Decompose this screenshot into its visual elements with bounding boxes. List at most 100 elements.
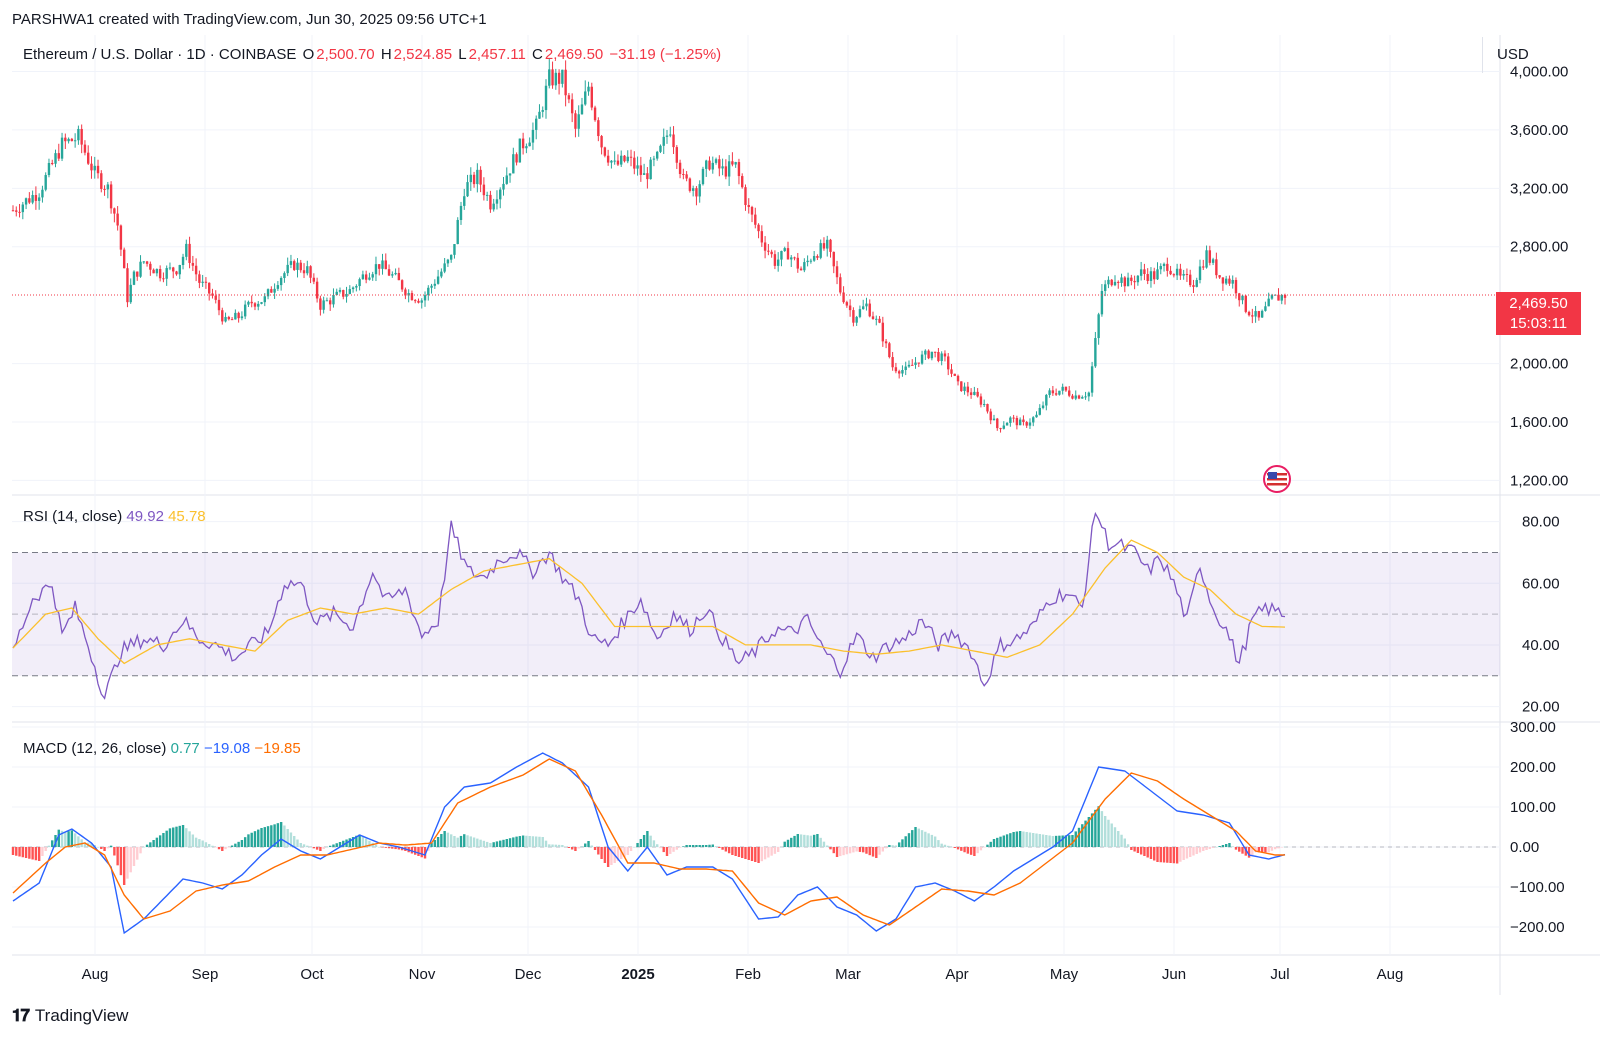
macd-histogram-bar (1156, 847, 1159, 862)
macd-histogram-bar (620, 847, 623, 859)
symbol-legend[interactable]: Ethereum / U.S. Dollar · 1D · COINBASE O… (23, 46, 723, 63)
macd-histogram-bar (270, 825, 273, 847)
macd-histogram-bar (770, 847, 773, 856)
macd-histogram-bar (116, 847, 119, 866)
macd-histogram-bar (436, 837, 440, 847)
candle-body (168, 267, 172, 269)
candle-body (479, 169, 482, 185)
candle-body (77, 128, 80, 141)
price-tick-label: 3,200.00 (1510, 180, 1568, 197)
price-tick-label: 1,200.00 (1510, 472, 1568, 489)
candle-body (855, 316, 858, 323)
close-value: 2,469.50 (544, 46, 604, 63)
macd-histogram-bar (109, 845, 113, 847)
candle-body (449, 254, 453, 260)
candle-body (204, 281, 208, 283)
macd-tick-label: −100.00 (1510, 879, 1565, 896)
candle-body (829, 239, 832, 252)
macd-histogram-bar (852, 847, 855, 853)
macd-histogram-bar (1267, 847, 1270, 853)
macd-histogram-bar (986, 844, 989, 847)
macd-histogram-bar (289, 832, 293, 847)
macd-histogram-bar (332, 844, 335, 847)
us-flag-icon[interactable] (1262, 464, 1292, 494)
candle-body (283, 273, 286, 279)
macd-histogram-bar (875, 847, 878, 858)
low-value: 2,457.11 (468, 46, 526, 63)
macd-histogram-bar (871, 847, 875, 857)
candle-body (142, 261, 145, 263)
brand-name: TradingView (34, 1006, 129, 1025)
candle-body (888, 343, 891, 358)
candle-body (721, 166, 724, 169)
macd-histogram-bar (119, 847, 123, 876)
macd-histogram-bar (273, 824, 276, 847)
macd-histogram-bar (584, 843, 587, 847)
macd-histogram-bar (554, 844, 558, 847)
macd-histogram-bar (328, 845, 332, 847)
candle-body (397, 272, 401, 281)
macd-histogram-bar (129, 847, 132, 873)
candle-body (129, 284, 132, 303)
macd-histogram-bar (1264, 847, 1267, 853)
candle-body (351, 287, 355, 290)
macd-histogram-bar (224, 847, 227, 850)
candle-body (194, 265, 198, 275)
candle-body (243, 304, 247, 317)
macd-histogram-bar (1120, 834, 1123, 847)
candle-body (1009, 417, 1012, 423)
rsi-line (12, 511, 1286, 700)
macd-histogram-bar (1005, 834, 1009, 847)
macd-histogram-bar (1247, 847, 1251, 858)
candle-body (1202, 266, 1205, 268)
open-value: 2,500.70 (316, 46, 375, 63)
candle-body (845, 302, 849, 306)
candle-body (34, 195, 38, 201)
currency-label[interactable]: USD (1482, 37, 1552, 73)
macd-histogram-bar (629, 847, 633, 851)
candle-body (737, 162, 741, 177)
candle-body (865, 303, 868, 307)
candle-body (1195, 280, 1198, 287)
candle-body (521, 138, 525, 149)
macd-histogram-bar (1231, 846, 1234, 847)
candle-body (620, 155, 623, 165)
candle-body (1012, 417, 1015, 419)
macd-histogram-bar (786, 839, 790, 847)
macd-histogram-bar (1041, 834, 1045, 847)
candle-body (570, 99, 574, 114)
macd-histogram-bar (773, 847, 777, 854)
candle-body (750, 206, 754, 215)
candle-body (678, 162, 682, 175)
candle-body (162, 278, 165, 280)
candle-body (600, 136, 603, 148)
candle-body (881, 322, 885, 342)
candle-body (456, 219, 459, 245)
rsi-legend[interactable]: RSI (14, close) 49.92 45.78 (23, 508, 206, 525)
macd-histogram-bar (508, 838, 512, 847)
candle-body (561, 69, 564, 84)
macd-histogram-bar (1185, 847, 1189, 859)
candle-body (227, 316, 231, 320)
macd-histogram-bar (806, 835, 809, 847)
candle-body (1185, 274, 1189, 276)
macd-histogram-bar (51, 840, 54, 847)
macd-histogram-bar (917, 828, 920, 847)
tradingview-logo[interactable]: 𝟏𝟕 TradingView (12, 1006, 128, 1026)
candle-body (616, 160, 620, 165)
candle-body (701, 168, 705, 185)
tradingview-mark-icon: 𝟏𝟕 (12, 1006, 30, 1025)
macd-legend[interactable]: MACD (12, 26, close) 0.77 −19.08 −19.85 (23, 740, 301, 757)
candle-body (1081, 397, 1084, 399)
candle-body (989, 411, 992, 421)
candle-body (361, 274, 365, 280)
candle-body (1172, 274, 1176, 276)
rsi-tick-label: 60.00 (1522, 575, 1560, 592)
macd-histogram-bar (790, 837, 793, 847)
macd-histogram-bar (956, 847, 960, 850)
candle-body (698, 184, 701, 197)
candle-body (1175, 268, 1179, 276)
candle-body (126, 268, 129, 303)
macd-histogram-bar (31, 847, 34, 860)
